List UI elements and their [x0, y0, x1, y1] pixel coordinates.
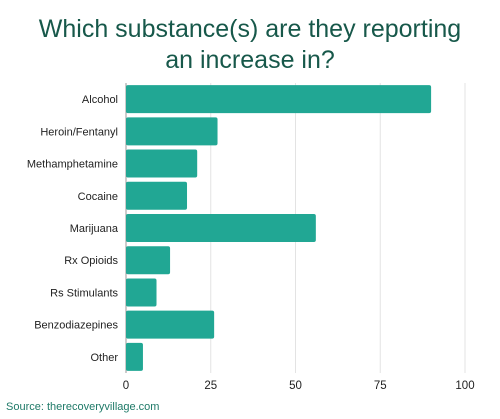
bars — [126, 85, 432, 371]
bar-cocaine — [126, 181, 188, 210]
bar-heroin-fentanyl — [126, 117, 218, 146]
source-note: Source: therecoveryvillage.com — [6, 401, 160, 413]
x-tick-label: 25 — [204, 380, 217, 392]
bar-marijuana — [126, 214, 316, 242]
category-labels: Alcohol Heroin/Fentanyl Methamphetamine Coc… — [27, 94, 119, 364]
bar-alcohol — [126, 85, 432, 114]
chart-title: Which substance(s) are they reporting an… — [0, 14, 500, 76]
category-label: Marijuana — [70, 223, 119, 235]
x-axis-ticks: 0 25 50 75 100 — [123, 380, 475, 392]
category-label: Cocaine — [78, 191, 118, 203]
x-tick-label: 0 — [123, 380, 129, 392]
category-label: Rx Opioids — [64, 255, 118, 267]
category-label: Benzodiazepines — [34, 320, 118, 332]
chart-title-line-2: an increase in? — [165, 46, 335, 74]
x-tick-label: 100 — [455, 380, 474, 392]
chart-title-line-1: Which substance(s) are they reporting — [38, 15, 462, 43]
category-label: Other — [90, 352, 118, 364]
category-label: Methamphetamine — [27, 159, 118, 171]
bar-other — [126, 342, 143, 371]
x-tick-label: 50 — [289, 380, 302, 392]
category-label: Alcohol — [82, 94, 118, 106]
bar-rs-stimulants — [126, 278, 157, 307]
category-label: Rs Stimulants — [50, 287, 118, 299]
category-label: Heroin/Fentanyl — [40, 126, 118, 138]
bar-rx-opioids — [126, 246, 171, 275]
bar-methamphetamine — [126, 149, 198, 178]
bar-benzodiazepines — [126, 310, 215, 339]
x-tick-label: 75 — [374, 380, 387, 392]
